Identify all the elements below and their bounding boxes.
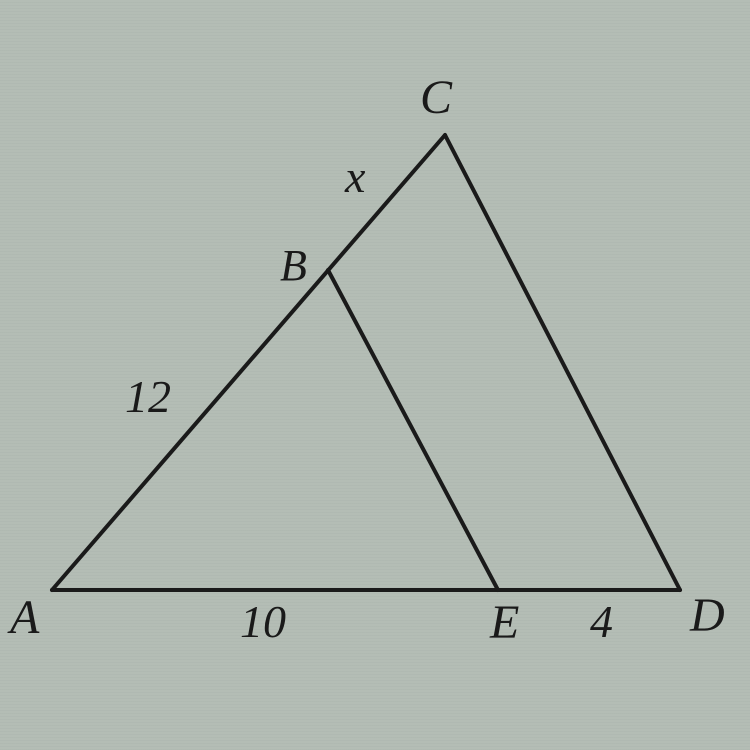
vertex-label-d: D xyxy=(690,588,725,643)
edge-label-ed: 4 xyxy=(590,595,613,648)
triangle-diagram xyxy=(0,0,750,750)
edge-label-bc: x xyxy=(345,150,365,203)
edge-label-ab: 12 xyxy=(125,370,171,423)
edge-label-ae: 10 xyxy=(240,595,286,648)
vertex-label-c: C xyxy=(420,70,452,125)
vertex-label-b: B xyxy=(280,240,307,291)
vertex-label-e: E xyxy=(490,595,519,650)
vertex-label-a: A xyxy=(10,590,39,645)
